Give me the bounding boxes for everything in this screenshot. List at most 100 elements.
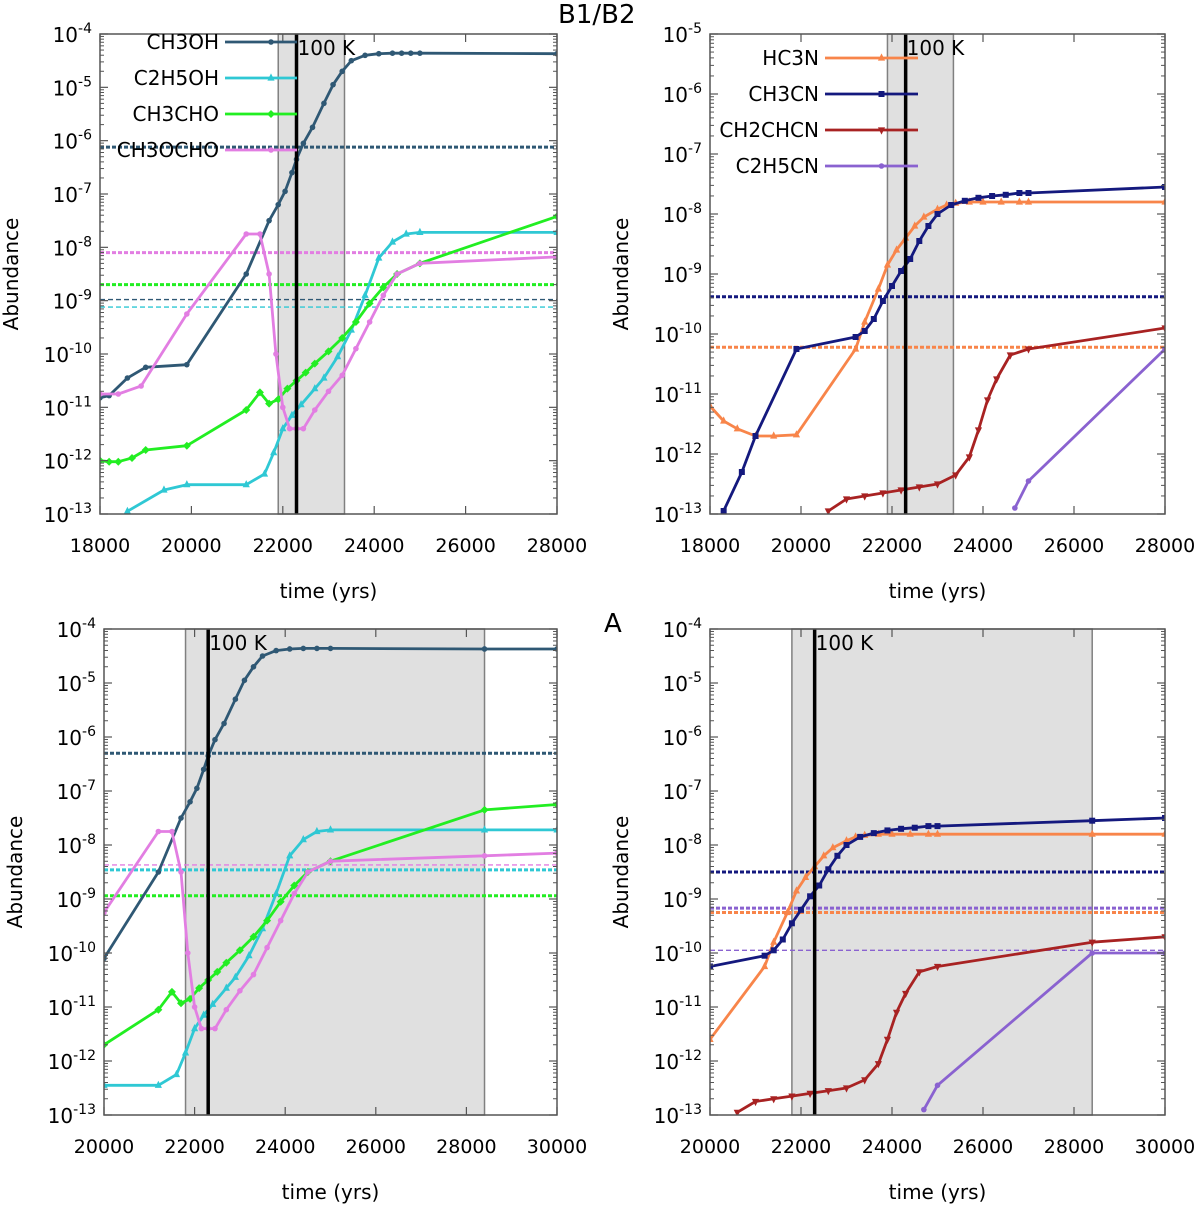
data-point-ch3cho xyxy=(242,406,251,414)
legend-label-ch3ocho: CH3OCHO xyxy=(117,138,219,162)
y-axis-label: Abundance xyxy=(609,218,633,331)
data-point-ch3ocho xyxy=(353,345,359,352)
data-point-ch3cn xyxy=(948,202,955,208)
y-tick-label: 10-5 xyxy=(663,21,702,47)
y-tick-label: 10-8 xyxy=(663,201,702,227)
y-tick-label: 10-8 xyxy=(57,832,96,858)
x-axis-label: time (yrs) xyxy=(280,579,378,603)
data-point-ch3cn xyxy=(870,316,877,322)
data-point-ch2chcn xyxy=(915,969,923,977)
y-tick-label: 10-12 xyxy=(48,1048,96,1074)
data-point-ch3ocho xyxy=(291,890,298,897)
data-point-c2h5oh xyxy=(286,851,294,859)
y-tick-label: 10-10 xyxy=(44,341,92,367)
data-point-ch3ocho xyxy=(327,858,334,864)
data-point-ch3cho xyxy=(114,457,123,466)
data-point-ch3oh xyxy=(321,100,327,107)
data-point-c2h5oh xyxy=(154,1080,162,1088)
data-point-hc3n xyxy=(892,245,901,253)
x-tick-label: 22000 xyxy=(164,1136,224,1158)
y-tick-label: 10-10 xyxy=(654,321,702,347)
data-point-ch3oh xyxy=(187,799,193,805)
data-point-ch3ocho xyxy=(185,950,191,956)
data-point-ch3oh xyxy=(330,81,336,88)
data-point-ch3oh xyxy=(142,364,149,371)
data-point-c2h5cn xyxy=(1089,950,1095,956)
data-point-c2h5oh xyxy=(160,485,168,493)
data-point-c2h5oh xyxy=(260,469,269,477)
data-point-c2h5oh xyxy=(183,480,191,488)
data-point-ch3cho xyxy=(154,1005,163,1014)
data-point-ch3cn xyxy=(861,328,868,334)
data-point-hc3n xyxy=(997,197,1005,205)
y-tick-label: 10-9 xyxy=(57,886,96,912)
data-point-ch3cho xyxy=(127,454,136,462)
data-point-ch3cn xyxy=(798,906,804,913)
x-tick-label: 26000 xyxy=(1044,535,1104,557)
data-point-ch3cn xyxy=(1162,184,1165,190)
data-point-ch3cn xyxy=(879,298,886,304)
y-tick-label: 10-12 xyxy=(654,1048,702,1074)
data-point-ch3oh xyxy=(184,361,190,368)
data-point-ch3oh xyxy=(339,68,346,75)
data-point-ch2chcn xyxy=(874,1061,882,1069)
data-point-ch2chcn xyxy=(1088,939,1096,947)
legend-marker-ch3oh xyxy=(268,39,274,45)
y-axis-label: Abundance xyxy=(0,218,23,331)
data-point-ch3cho xyxy=(182,441,191,450)
data-point-ch3ocho xyxy=(339,372,346,379)
group-label-top: B1/B2 xyxy=(558,0,636,30)
data-point-c2h5oh xyxy=(311,384,319,392)
data-point-ch3cn xyxy=(1089,817,1096,824)
series-group xyxy=(710,815,1165,1115)
data-point-c2h5oh xyxy=(242,480,250,488)
data-point-ch3oh xyxy=(241,677,248,684)
chart-bottom-left: 100 K 20000 22000 24000 26000 28000 30000 10-13… xyxy=(3,616,587,1204)
y-tick-label: 10-12 xyxy=(44,448,92,474)
data-point-ch3cn xyxy=(852,334,859,340)
data-point-ch3cn xyxy=(1002,191,1009,198)
data-point-c2h5oh xyxy=(388,237,397,245)
data-point-ch3oh xyxy=(232,696,239,702)
y-tick-label: 10-9 xyxy=(53,288,92,314)
data-point-ch3cho xyxy=(338,334,347,342)
data-point-ch3oh xyxy=(178,815,184,821)
y-tick-label: 10-4 xyxy=(53,21,93,47)
data-point-ch3ocho xyxy=(264,944,270,951)
legend-label-ch3cn: CH3CN xyxy=(748,82,819,106)
data-point-ch3oh xyxy=(389,50,396,56)
legend-label-c2h5oh: C2H5OH xyxy=(134,66,219,90)
data-point-c2h5oh xyxy=(334,352,342,360)
data-point-ch3cn xyxy=(793,346,800,352)
legend-marker-hc3n xyxy=(877,53,886,61)
x-tick-label: 24000 xyxy=(862,1136,922,1158)
data-point-ch3cho xyxy=(105,457,114,466)
data-point-ch3ocho xyxy=(115,391,122,397)
y-tick-label: 10-4 xyxy=(57,616,97,642)
data-point-ch3cn xyxy=(925,223,932,229)
data-point-ch2chcn xyxy=(842,496,851,504)
data-point-ch3cho xyxy=(263,916,272,925)
plot-frame xyxy=(709,628,1166,1116)
data-point-ch3cho xyxy=(222,958,231,967)
y-tick-label: 10-12 xyxy=(654,441,702,467)
shaded-region xyxy=(184,628,486,1116)
data-point-hc3n xyxy=(906,829,914,837)
data-point-hc3n xyxy=(770,937,778,945)
data-point-ch3ocho xyxy=(198,1025,205,1032)
x-tick-label: 28000 xyxy=(1135,535,1195,557)
data-point-ch3oh xyxy=(362,52,368,59)
data-point-ch3cn xyxy=(834,852,841,859)
data-point-c2h5oh xyxy=(200,1010,208,1018)
data-point-ch3cho xyxy=(265,399,274,408)
x-tick-label: 22000 xyxy=(771,1136,831,1158)
data-point-ch3ocho xyxy=(266,271,272,277)
legend-marker-ch3ocho xyxy=(268,147,274,153)
x-tick-label: 20000 xyxy=(161,535,221,557)
data-point-c2h5oh xyxy=(181,1048,190,1056)
data-point-ch3cho xyxy=(141,446,150,454)
legend-label-c2h5cn: C2H5CN xyxy=(736,154,819,178)
data-point-ch3ocho xyxy=(366,319,373,325)
data-point-hc3n xyxy=(861,317,869,325)
